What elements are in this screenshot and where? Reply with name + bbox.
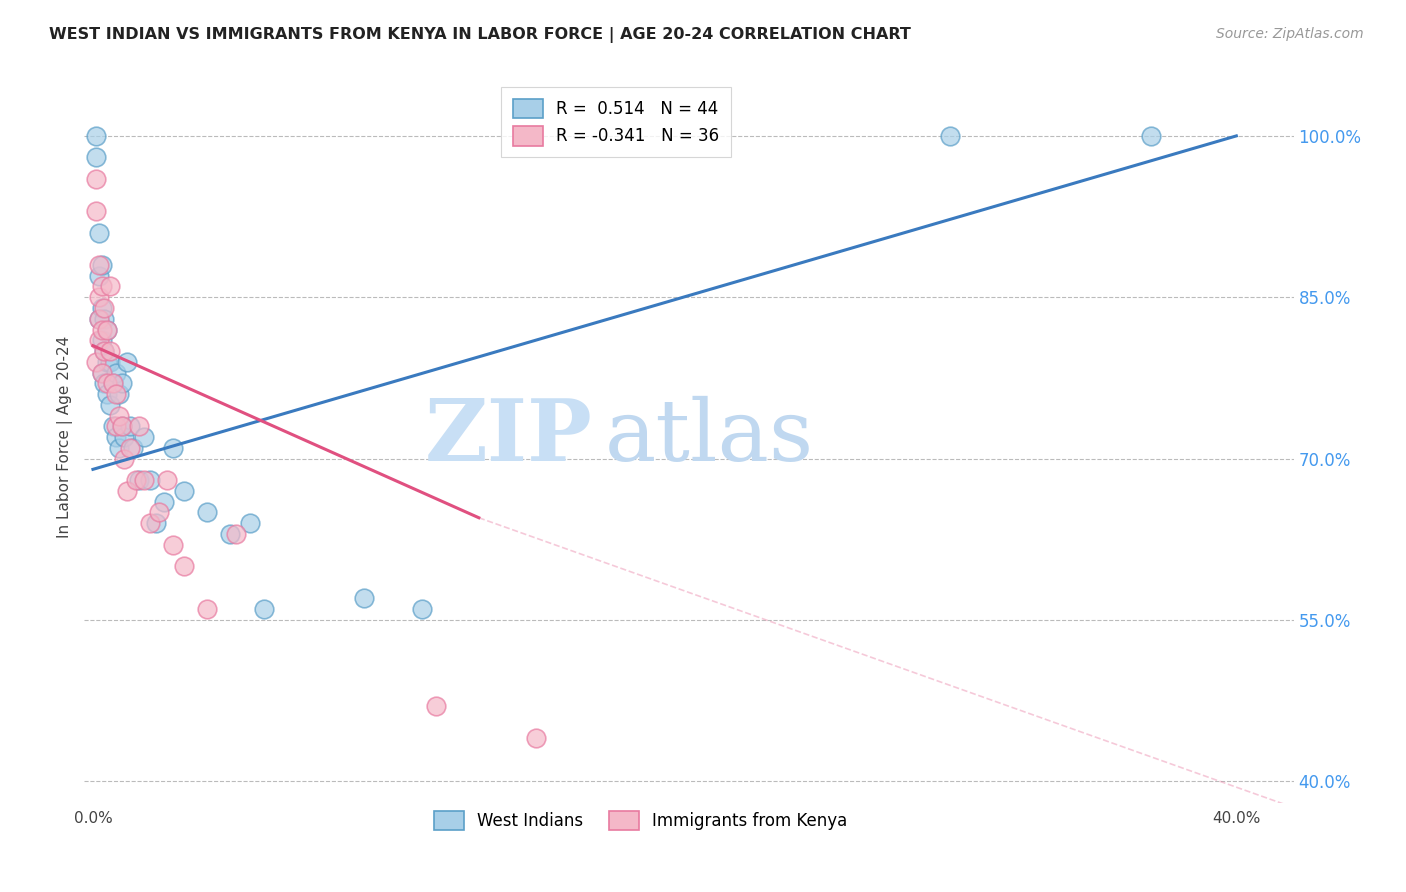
Point [173, 483, 195, 498]
Point [112, 451, 135, 466]
Point [96, 376, 118, 391]
Point [101, 376, 124, 391]
Point [98, 398, 121, 412]
Point [128, 473, 150, 487]
Point [104, 366, 127, 380]
Point [411, 602, 433, 616]
Point [90, 279, 112, 293]
Y-axis label: In Labor Force | Age 20-24: In Labor Force | Age 20-24 [58, 336, 73, 538]
Legend: West Indians, Immigrants from Kenya: West Indians, Immigrants from Kenya [426, 803, 855, 838]
Point [93, 344, 115, 359]
Point [139, 473, 162, 487]
Point [90, 258, 112, 272]
Point [107, 387, 129, 401]
Point [87, 311, 110, 326]
Point [104, 430, 127, 444]
Point [425, 698, 447, 713]
Point [104, 419, 127, 434]
Point [139, 516, 162, 530]
Point [1139, 128, 1161, 143]
Point [153, 494, 176, 508]
Point [96, 355, 118, 369]
Point [84, 172, 107, 186]
Point [98, 355, 121, 369]
Point [125, 473, 148, 487]
Point [219, 527, 242, 541]
Point [107, 409, 129, 423]
Point [93, 344, 115, 359]
Point [98, 279, 121, 293]
Point [90, 366, 112, 380]
Point [134, 430, 156, 444]
Point [96, 322, 118, 336]
Point [939, 128, 962, 143]
Point [84, 150, 107, 164]
Point [225, 527, 247, 541]
Text: WEST INDIAN VS IMMIGRANTS FROM KENYA IN LABOR FORCE | AGE 20-24 CORRELATION CHAR: WEST INDIAN VS IMMIGRANTS FROM KENYA IN … [49, 27, 911, 43]
Point [101, 419, 124, 434]
Point [90, 322, 112, 336]
Point [87, 268, 110, 283]
Point [90, 366, 112, 380]
Point [90, 301, 112, 315]
Point [122, 441, 145, 455]
Point [156, 473, 179, 487]
Point [107, 441, 129, 455]
Point [110, 419, 132, 434]
Point [195, 505, 218, 519]
Point [353, 591, 375, 606]
Text: Source: ZipAtlas.com: Source: ZipAtlas.com [1216, 27, 1364, 41]
Point [134, 473, 156, 487]
Point [90, 333, 112, 347]
Point [524, 731, 547, 746]
Point [148, 505, 170, 519]
Point [120, 419, 142, 434]
Point [87, 258, 110, 272]
Point [162, 441, 184, 455]
Text: ZIP: ZIP [425, 395, 592, 479]
Point [112, 430, 135, 444]
Point [98, 344, 121, 359]
Point [96, 387, 118, 401]
Point [87, 311, 110, 326]
Point [93, 376, 115, 391]
Point [93, 301, 115, 315]
Point [84, 128, 107, 143]
Point [110, 419, 132, 434]
Point [84, 204, 107, 219]
Point [96, 322, 118, 336]
Point [93, 311, 115, 326]
Point [110, 376, 132, 391]
Point [104, 387, 127, 401]
Point [87, 290, 110, 304]
Point [87, 333, 110, 347]
Point [195, 602, 218, 616]
Point [253, 602, 276, 616]
Point [115, 355, 138, 369]
Point [115, 483, 138, 498]
Point [162, 538, 184, 552]
Point [120, 441, 142, 455]
Point [128, 419, 150, 434]
Point [145, 516, 167, 530]
Point [84, 355, 107, 369]
Point [239, 516, 262, 530]
Point [101, 376, 124, 391]
Text: atlas: atlas [605, 395, 814, 479]
Point [87, 226, 110, 240]
Point [173, 559, 195, 574]
